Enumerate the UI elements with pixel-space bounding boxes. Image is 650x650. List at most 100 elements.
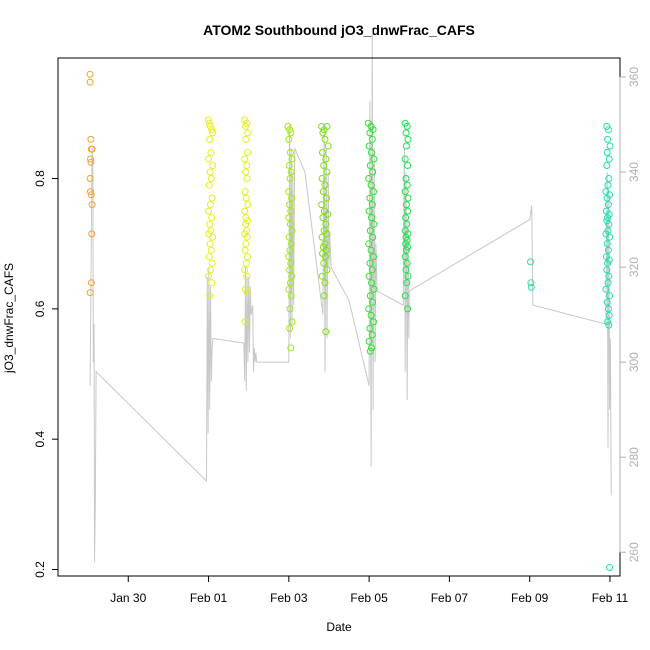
data-point	[242, 122, 249, 130]
data-point	[286, 246, 294, 254]
data-point	[209, 233, 217, 241]
data-point	[367, 246, 375, 254]
data-point	[285, 285, 293, 293]
data-point	[370, 318, 377, 326]
x-tick-label: Feb 03	[270, 591, 308, 605]
data-point	[366, 162, 374, 169]
data-point	[242, 194, 250, 202]
data-point	[323, 122, 331, 130]
data-point	[321, 135, 329, 143]
data-point	[88, 201, 96, 209]
data-point	[402, 233, 410, 241]
data-point	[319, 188, 327, 196]
data-point	[366, 227, 374, 235]
secondary-track-layer	[89, 29, 612, 562]
data-point	[368, 279, 375, 287]
data-point	[243, 119, 251, 127]
y-tick-label: 0.8	[33, 170, 47, 187]
data-point	[321, 181, 329, 189]
data-point	[205, 253, 213, 261]
data-point	[286, 149, 294, 156]
data-point	[86, 289, 94, 297]
data-point	[86, 175, 94, 182]
y-tick-label: 0.6	[33, 300, 47, 317]
data-point	[286, 201, 294, 209]
data-point	[368, 344, 375, 352]
data-point	[241, 246, 249, 254]
data-point	[404, 207, 412, 215]
data-point	[365, 337, 373, 345]
data-point	[322, 220, 330, 228]
data-point	[365, 305, 373, 313]
data-point	[605, 220, 613, 228]
data-point	[368, 266, 376, 274]
data-point	[605, 175, 613, 182]
data-point	[368, 149, 375, 156]
data-point	[404, 162, 412, 169]
data-point	[370, 285, 378, 293]
data-point	[403, 122, 411, 130]
data-point	[401, 155, 409, 163]
data-point	[604, 318, 612, 326]
data-point	[87, 158, 95, 166]
data-point	[403, 220, 411, 228]
data-point	[243, 162, 251, 169]
data-point	[370, 155, 378, 163]
data-point	[367, 311, 375, 319]
data-point	[320, 162, 328, 169]
data-point	[606, 142, 614, 150]
data-point	[286, 126, 294, 134]
data-point	[321, 240, 329, 248]
data-point	[366, 292, 374, 300]
data-point	[286, 324, 294, 332]
data-point	[205, 207, 212, 215]
data-point	[208, 259, 216, 267]
data-point	[287, 207, 295, 215]
data-point	[402, 175, 410, 182]
data-point	[527, 279, 535, 287]
secondary-tick-label: 300	[627, 352, 641, 372]
data-point	[527, 283, 535, 291]
data-point	[369, 168, 377, 176]
data-point	[605, 311, 613, 319]
data-point	[403, 236, 411, 244]
data-point	[365, 272, 373, 280]
x-tick-label: Feb 09	[511, 591, 549, 605]
data-point	[402, 214, 410, 222]
data-point	[244, 201, 252, 209]
data-point	[208, 194, 216, 202]
data-point	[604, 126, 612, 134]
data-point	[288, 194, 296, 202]
data-point	[284, 122, 292, 130]
data-point	[368, 214, 375, 222]
data-point	[205, 116, 212, 124]
data-point	[603, 240, 611, 248]
secondary-y-axis: 260 280 300 320 340 360	[619, 67, 641, 562]
y-axis: 0.2 0.4 0.6 0.8	[33, 170, 59, 578]
data-point	[242, 168, 249, 176]
data-point	[242, 259, 250, 267]
data-point	[402, 246, 410, 254]
data-point	[324, 142, 332, 150]
data-point	[366, 347, 374, 355]
data-point	[241, 155, 249, 163]
data-point	[205, 119, 213, 127]
data-point	[87, 135, 95, 143]
data-point	[287, 240, 295, 248]
data-point	[207, 246, 215, 254]
data-point	[323, 266, 331, 274]
data-point	[242, 285, 249, 293]
data-point	[88, 230, 96, 238]
data-point	[604, 305, 612, 313]
data-point	[365, 175, 373, 182]
data-point	[209, 162, 217, 169]
data-point	[320, 292, 328, 300]
data-point	[403, 181, 411, 189]
secondary-tick-label: 360	[627, 67, 641, 87]
data-point	[602, 188, 610, 196]
data-point	[369, 298, 377, 306]
data-point	[606, 292, 614, 300]
data-point	[319, 149, 326, 156]
x-tick-label: Feb 11	[592, 591, 629, 605]
data-point	[604, 201, 612, 209]
